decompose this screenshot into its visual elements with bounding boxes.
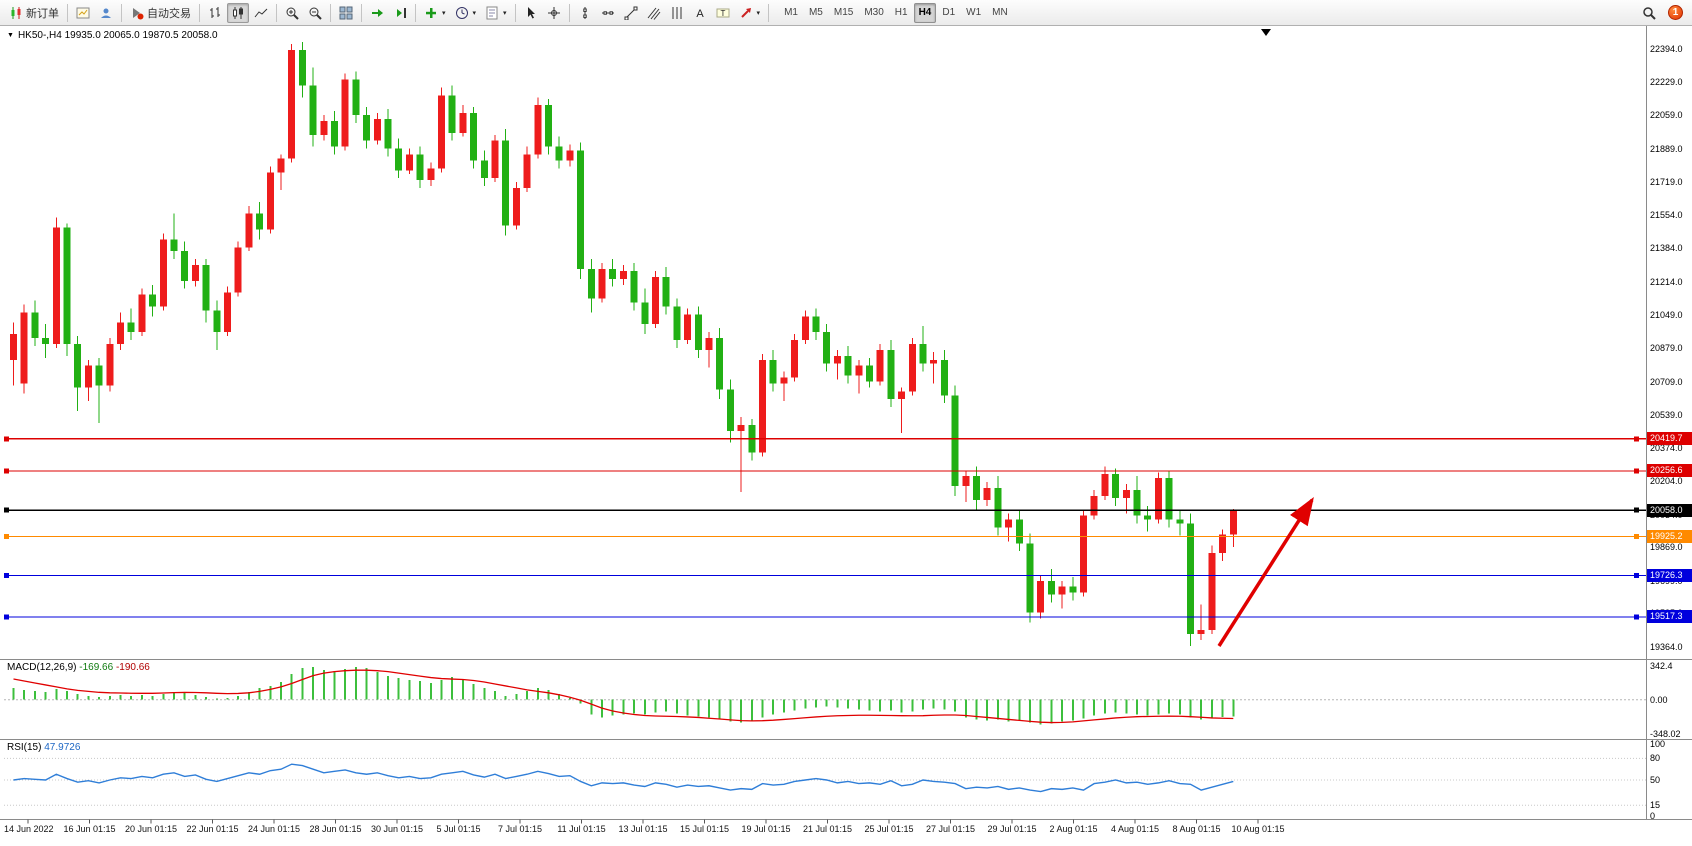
text-label-icon: T xyxy=(716,6,730,20)
chart-shift-button[interactable] xyxy=(389,3,411,23)
zoom-in-button[interactable] xyxy=(281,3,303,23)
horizontal-line-button[interactable] xyxy=(597,3,619,23)
price-line-badge[interactable]: 19925.2 xyxy=(1647,529,1692,543)
arrow-right-green-icon xyxy=(370,6,384,20)
periods-button[interactable]: ▾ xyxy=(451,3,481,23)
autotrading-label: 自动交易 xyxy=(147,7,191,20)
templates-button[interactable]: ▾ xyxy=(481,3,511,23)
toolbar-separator xyxy=(361,3,362,22)
vline-icon xyxy=(578,6,592,20)
bar-marker-icon xyxy=(1261,29,1271,36)
new-order-label: 新订单 xyxy=(26,7,59,20)
annotation-arrow[interactable] xyxy=(1217,497,1314,647)
notification-badge[interactable]: 1 xyxy=(1668,5,1683,20)
charts-button[interactable] xyxy=(72,3,94,23)
arrow-objects-button[interactable]: ▾ xyxy=(735,3,765,23)
plus-green-icon xyxy=(424,6,438,20)
ohlc-bars-icon xyxy=(208,6,222,20)
autotrading-icon xyxy=(130,6,144,20)
tline-icon xyxy=(624,6,638,20)
svg-text:T: T xyxy=(720,9,725,18)
toolbar: 新订单 自动交易 ▾ ▾ ▾ A T ▾ M1 M5 M15 M30 H1 H4 D1 W1 MN 1 xyxy=(0,0,1692,26)
line-chart-button[interactable] xyxy=(250,3,272,23)
ruler-icon xyxy=(670,6,684,20)
line-chart-icon xyxy=(254,6,268,20)
text-label-button[interactable]: T xyxy=(712,3,734,23)
timeframe-w1[interactable]: W1 xyxy=(966,7,982,18)
toolbar-separator xyxy=(768,3,770,22)
new-order-button[interactable]: 新订单 xyxy=(5,3,63,23)
hline-icon xyxy=(601,6,615,20)
price-line-badge[interactable]: 19517.3 xyxy=(1647,610,1692,624)
toolbar-separator xyxy=(514,3,516,22)
chevron-down-icon: ▾ xyxy=(472,9,477,17)
tile-windows-button[interactable] xyxy=(335,3,357,23)
cursor-icon xyxy=(524,6,538,20)
profiles-icon xyxy=(99,6,113,20)
toolbar-separator xyxy=(67,3,68,22)
price-line-badge[interactable]: 20058.0 xyxy=(1647,503,1692,517)
zoom-out-button[interactable] xyxy=(304,3,326,23)
new-order-icon xyxy=(9,6,23,20)
price-line-badge[interactable]: 20256.6 xyxy=(1647,464,1692,478)
crosshair-icon xyxy=(547,6,561,20)
shift-green-icon xyxy=(393,6,407,20)
search-icon[interactable] xyxy=(1638,3,1660,23)
timeframe-h1[interactable]: H1 xyxy=(894,7,908,18)
chevron-down-icon: ▾ xyxy=(503,9,507,17)
timeframe-m1[interactable]: M1 xyxy=(784,7,798,18)
candlestick-series xyxy=(10,41,1237,646)
profiles-button[interactable] xyxy=(95,3,117,23)
toolbar-right: 1 xyxy=(1638,3,1687,23)
autotrading-button[interactable]: 自动交易 xyxy=(126,3,195,23)
timeframe-mn[interactable]: MN xyxy=(992,7,1008,18)
candle-chart-button[interactable] xyxy=(227,2,249,23)
horizontal-price-lines[interactable] xyxy=(4,436,1646,620)
text-a-icon: A xyxy=(693,6,707,20)
toolbar-separator xyxy=(121,3,122,22)
auto-scroll-button[interactable] xyxy=(366,3,388,23)
timeframe-m15[interactable]: M15 xyxy=(833,7,854,18)
cycle-lines-button[interactable] xyxy=(666,3,688,23)
crosshair-button[interactable] xyxy=(543,3,565,23)
candles-icon xyxy=(231,6,245,20)
macd-histogram xyxy=(12,667,1235,725)
timeframe-h4[interactable]: H4 xyxy=(913,2,937,23)
cursor-button[interactable] xyxy=(520,3,542,23)
chevron-down-icon: ▾ xyxy=(756,9,761,17)
text-button[interactable]: A xyxy=(689,3,711,23)
svg-text:A: A xyxy=(696,8,704,20)
zoom-in-icon xyxy=(285,6,299,20)
price-line-badge[interactable]: 20419.7 xyxy=(1647,432,1692,446)
chevron-down-icon: ▾ xyxy=(442,9,446,17)
panel-separators[interactable] xyxy=(0,26,1692,820)
timeframe-bar: M1 M5 M15 M30 H1 H4 D1 W1 MN xyxy=(779,2,1013,23)
toolbar-buttons: 新订单 自动交易 ▾ ▾ ▾ A T ▾ xyxy=(5,2,772,23)
clock-icon xyxy=(455,6,469,20)
rsi-line xyxy=(13,763,1234,793)
zoom-out-icon xyxy=(308,6,322,20)
toolbar-separator xyxy=(568,3,570,22)
toolbar-separator xyxy=(330,3,331,22)
bar-chart-button[interactable] xyxy=(204,3,226,23)
fibo-icon xyxy=(647,6,661,20)
timeframe-m30[interactable]: M30 xyxy=(864,7,884,18)
timeframe-m5[interactable]: M5 xyxy=(808,7,823,18)
tiles-icon xyxy=(339,6,353,20)
timeframe-d1[interactable]: D1 xyxy=(942,7,956,18)
template-icon xyxy=(485,6,499,20)
chart-window-icon xyxy=(76,6,90,20)
vertical-line-button[interactable] xyxy=(574,3,596,23)
fibonacci-button[interactable] xyxy=(643,3,665,23)
macd-signal-line xyxy=(13,669,1234,724)
toolbar-separator xyxy=(199,3,200,22)
indicators-button[interactable]: ▾ xyxy=(420,3,450,23)
price-line-badge[interactable]: 19726.3 xyxy=(1647,569,1692,583)
arrow-style-icon xyxy=(739,6,753,20)
trendline-button[interactable] xyxy=(620,3,642,23)
toolbar-separator xyxy=(276,3,277,22)
toolbar-separator xyxy=(415,3,416,22)
